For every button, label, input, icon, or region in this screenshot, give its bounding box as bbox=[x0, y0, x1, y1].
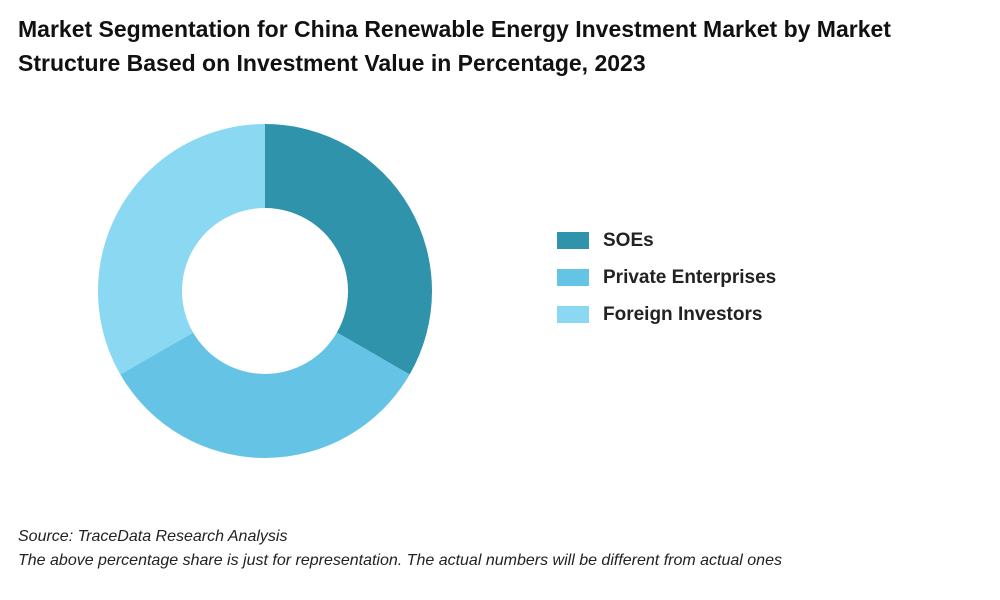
legend-item-private-enterprises: Private Enterprises bbox=[557, 259, 776, 296]
legend-item-soes: SOEs bbox=[557, 222, 776, 259]
legend-swatch-foreign-investors bbox=[557, 306, 589, 323]
legend-label-private-enterprises: Private Enterprises bbox=[603, 266, 777, 288]
chart-legend: SOEs Private Enterprises Foreign Investo… bbox=[557, 222, 776, 333]
legend-label-soes: SOEs bbox=[603, 229, 654, 251]
legend-item-foreign-investors: Foreign Investors bbox=[557, 296, 776, 333]
legend-swatch-soes bbox=[557, 232, 589, 249]
chart-title: Market Segmentation for China Renewable … bbox=[18, 16, 891, 76]
source-note: Source: TraceData Research Analysis bbox=[18, 528, 288, 545]
donut-slice-private-enterprises bbox=[120, 332, 410, 459]
donut-slice-foreign-investors bbox=[97, 124, 265, 375]
donut-slice-soes bbox=[265, 124, 433, 375]
legend-swatch-private-enterprises bbox=[557, 269, 589, 286]
disclaimer-note: The above percentage share is just for r… bbox=[18, 552, 782, 569]
legend-label-foreign-investors: Foreign Investors bbox=[603, 303, 763, 325]
